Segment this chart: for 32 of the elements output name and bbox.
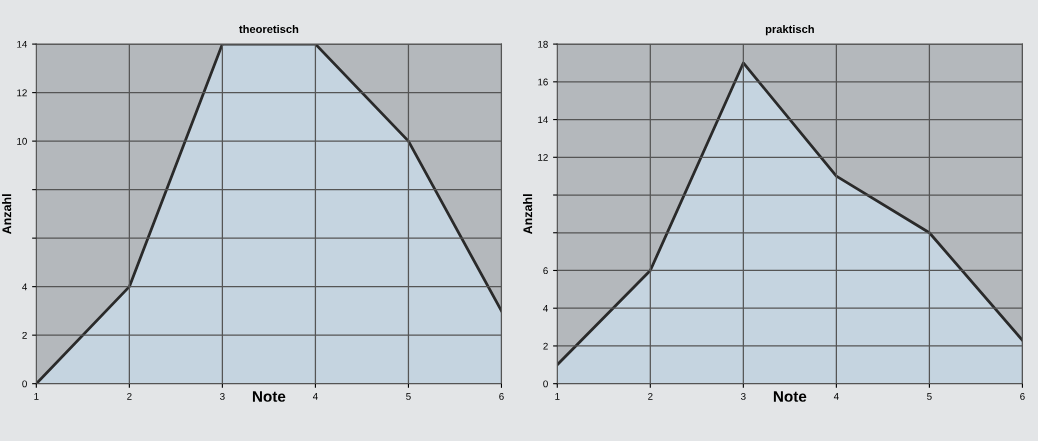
x-tick-label: 5 bbox=[406, 393, 411, 400]
y-tick-label: 18 bbox=[538, 40, 548, 48]
chart-title: praktisch bbox=[765, 24, 814, 36]
x-axis-title: Note bbox=[252, 391, 286, 402]
y-tick-label: 14 bbox=[538, 116, 548, 124]
x-tick-label: 2 bbox=[648, 392, 653, 400]
x-tick-label: 3 bbox=[741, 392, 746, 400]
y-tick-label: 0 bbox=[22, 380, 27, 388]
y-axis-title: Anzahl bbox=[2, 194, 12, 235]
y-tick-label: 10 bbox=[17, 137, 27, 145]
x-tick-label: 5 bbox=[927, 393, 932, 400]
x-tick-label: 2 bbox=[127, 392, 132, 400]
x-tick-label: 1 bbox=[555, 393, 560, 400]
y-tick-label: 2 bbox=[543, 342, 548, 350]
y-tick-label: 16 bbox=[538, 78, 548, 86]
chart-title: theoretisch bbox=[239, 24, 299, 34]
y-tick-label: 2 bbox=[22, 331, 27, 339]
y-tick-label: 4 bbox=[543, 305, 548, 312]
y-tick-label: 6 bbox=[543, 267, 548, 275]
x-tick-label: 4 bbox=[833, 393, 839, 400]
y-tick-label: 12 bbox=[538, 154, 548, 161]
y-tick-label: 0 bbox=[543, 380, 548, 388]
y-tick-label: 4 bbox=[22, 283, 28, 291]
x-tick-label: 6 bbox=[499, 392, 504, 400]
x-tick-label: 6 bbox=[1020, 392, 1025, 400]
x-tick-label: 3 bbox=[220, 392, 225, 400]
x-tick-label: 1 bbox=[34, 393, 39, 400]
x-axis-title: Note bbox=[773, 391, 807, 402]
y-tick-label: 12 bbox=[17, 89, 27, 97]
y-tick-label: 14 bbox=[17, 40, 28, 48]
y-axis-title: Anzahl bbox=[523, 194, 533, 235]
x-tick-label: 4 bbox=[312, 393, 318, 400]
